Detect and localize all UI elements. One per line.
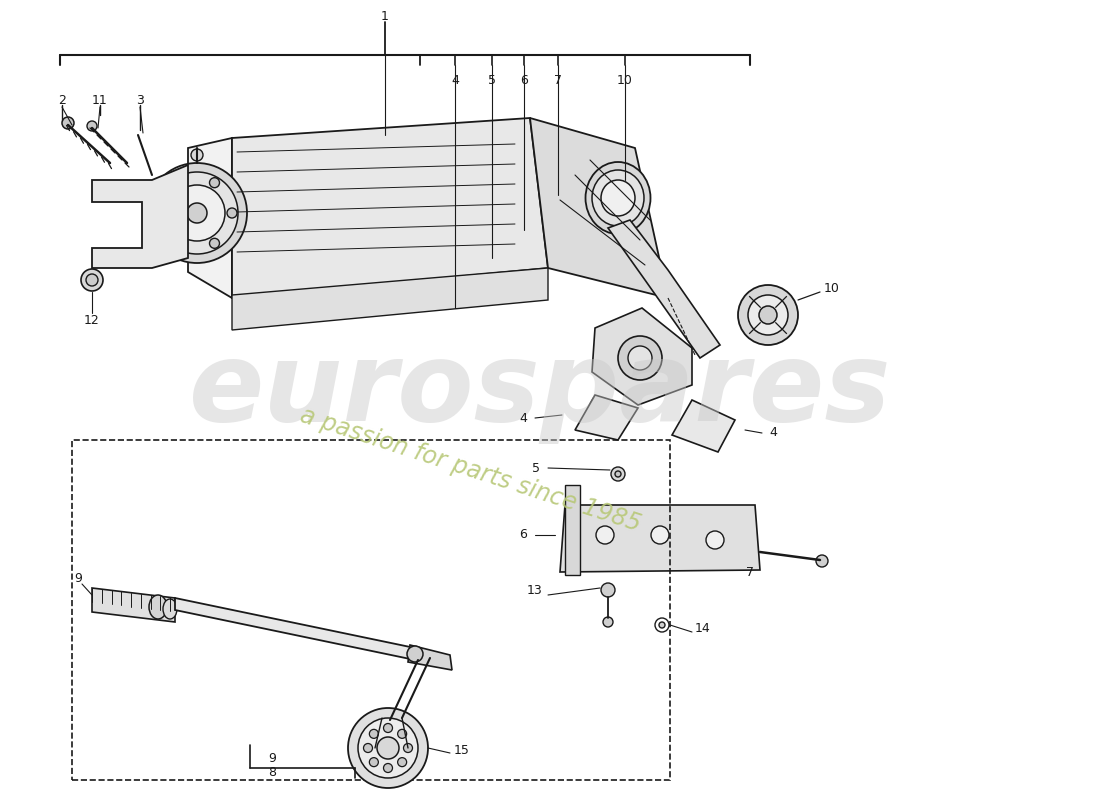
Polygon shape <box>232 118 548 298</box>
Text: 8: 8 <box>268 766 276 779</box>
Circle shape <box>348 708 428 788</box>
Ellipse shape <box>148 595 167 619</box>
Ellipse shape <box>585 162 650 234</box>
Circle shape <box>397 730 407 738</box>
Circle shape <box>370 758 378 766</box>
Text: 10: 10 <box>617 74 632 86</box>
Bar <box>72 440 670 780</box>
Circle shape <box>628 346 652 370</box>
Text: 4: 4 <box>519 411 527 425</box>
Circle shape <box>363 743 373 753</box>
Text: a passion for parts since 1985: a passion for parts since 1985 <box>297 403 644 537</box>
Circle shape <box>397 758 407 766</box>
Text: 6: 6 <box>520 74 528 86</box>
Circle shape <box>601 583 615 597</box>
Circle shape <box>86 274 98 286</box>
Text: 7: 7 <box>746 566 754 579</box>
Circle shape <box>147 163 248 263</box>
Text: 4: 4 <box>451 74 459 86</box>
Text: 14: 14 <box>695 622 711 634</box>
Circle shape <box>706 531 724 549</box>
Circle shape <box>169 185 226 241</box>
Circle shape <box>404 743 412 753</box>
Text: 11: 11 <box>92 94 108 106</box>
Text: 7: 7 <box>554 74 562 86</box>
Circle shape <box>370 730 378 738</box>
Text: 4: 4 <box>769 426 777 439</box>
Circle shape <box>384 723 393 733</box>
Circle shape <box>156 172 238 254</box>
Circle shape <box>759 306 777 324</box>
Ellipse shape <box>163 599 177 619</box>
Ellipse shape <box>601 180 635 216</box>
Text: 6: 6 <box>519 529 527 542</box>
Polygon shape <box>530 118 668 298</box>
Polygon shape <box>575 395 638 440</box>
Polygon shape <box>408 645 452 670</box>
Text: 5: 5 <box>488 74 496 86</box>
Polygon shape <box>565 485 580 575</box>
Circle shape <box>816 555 828 567</box>
Text: 1: 1 <box>381 10 389 23</box>
Text: eurospares: eurospares <box>189 337 891 443</box>
Text: 9: 9 <box>268 751 276 765</box>
Text: 3: 3 <box>136 94 144 106</box>
Circle shape <box>615 471 622 477</box>
Circle shape <box>175 178 185 188</box>
Circle shape <box>603 617 613 627</box>
Circle shape <box>209 238 220 248</box>
Circle shape <box>377 737 399 759</box>
Text: 12: 12 <box>84 314 100 326</box>
Circle shape <box>659 622 666 628</box>
Polygon shape <box>175 598 415 660</box>
Circle shape <box>175 238 185 248</box>
Text: 15: 15 <box>454 743 470 757</box>
Circle shape <box>87 121 97 131</box>
Polygon shape <box>608 220 720 358</box>
Circle shape <box>157 208 167 218</box>
Circle shape <box>748 295 788 335</box>
Text: 13: 13 <box>527 583 543 597</box>
Circle shape <box>651 526 669 544</box>
Circle shape <box>62 117 74 129</box>
Polygon shape <box>672 400 735 452</box>
Circle shape <box>191 149 204 161</box>
Circle shape <box>407 646 424 662</box>
Circle shape <box>81 269 103 291</box>
Ellipse shape <box>592 170 644 226</box>
Circle shape <box>209 178 220 188</box>
Circle shape <box>596 526 614 544</box>
Text: 2: 2 <box>58 94 66 106</box>
Circle shape <box>618 336 662 380</box>
Circle shape <box>384 763 393 773</box>
Circle shape <box>187 203 207 223</box>
Polygon shape <box>92 588 175 622</box>
Polygon shape <box>92 165 188 268</box>
Polygon shape <box>560 505 760 572</box>
Polygon shape <box>592 308 692 405</box>
Text: 10: 10 <box>824 282 840 294</box>
Text: 5: 5 <box>532 462 540 474</box>
Circle shape <box>358 718 418 778</box>
Text: 9: 9 <box>74 571 81 585</box>
Circle shape <box>738 285 798 345</box>
Polygon shape <box>232 268 548 330</box>
Circle shape <box>610 467 625 481</box>
Polygon shape <box>188 138 232 298</box>
Circle shape <box>227 208 236 218</box>
